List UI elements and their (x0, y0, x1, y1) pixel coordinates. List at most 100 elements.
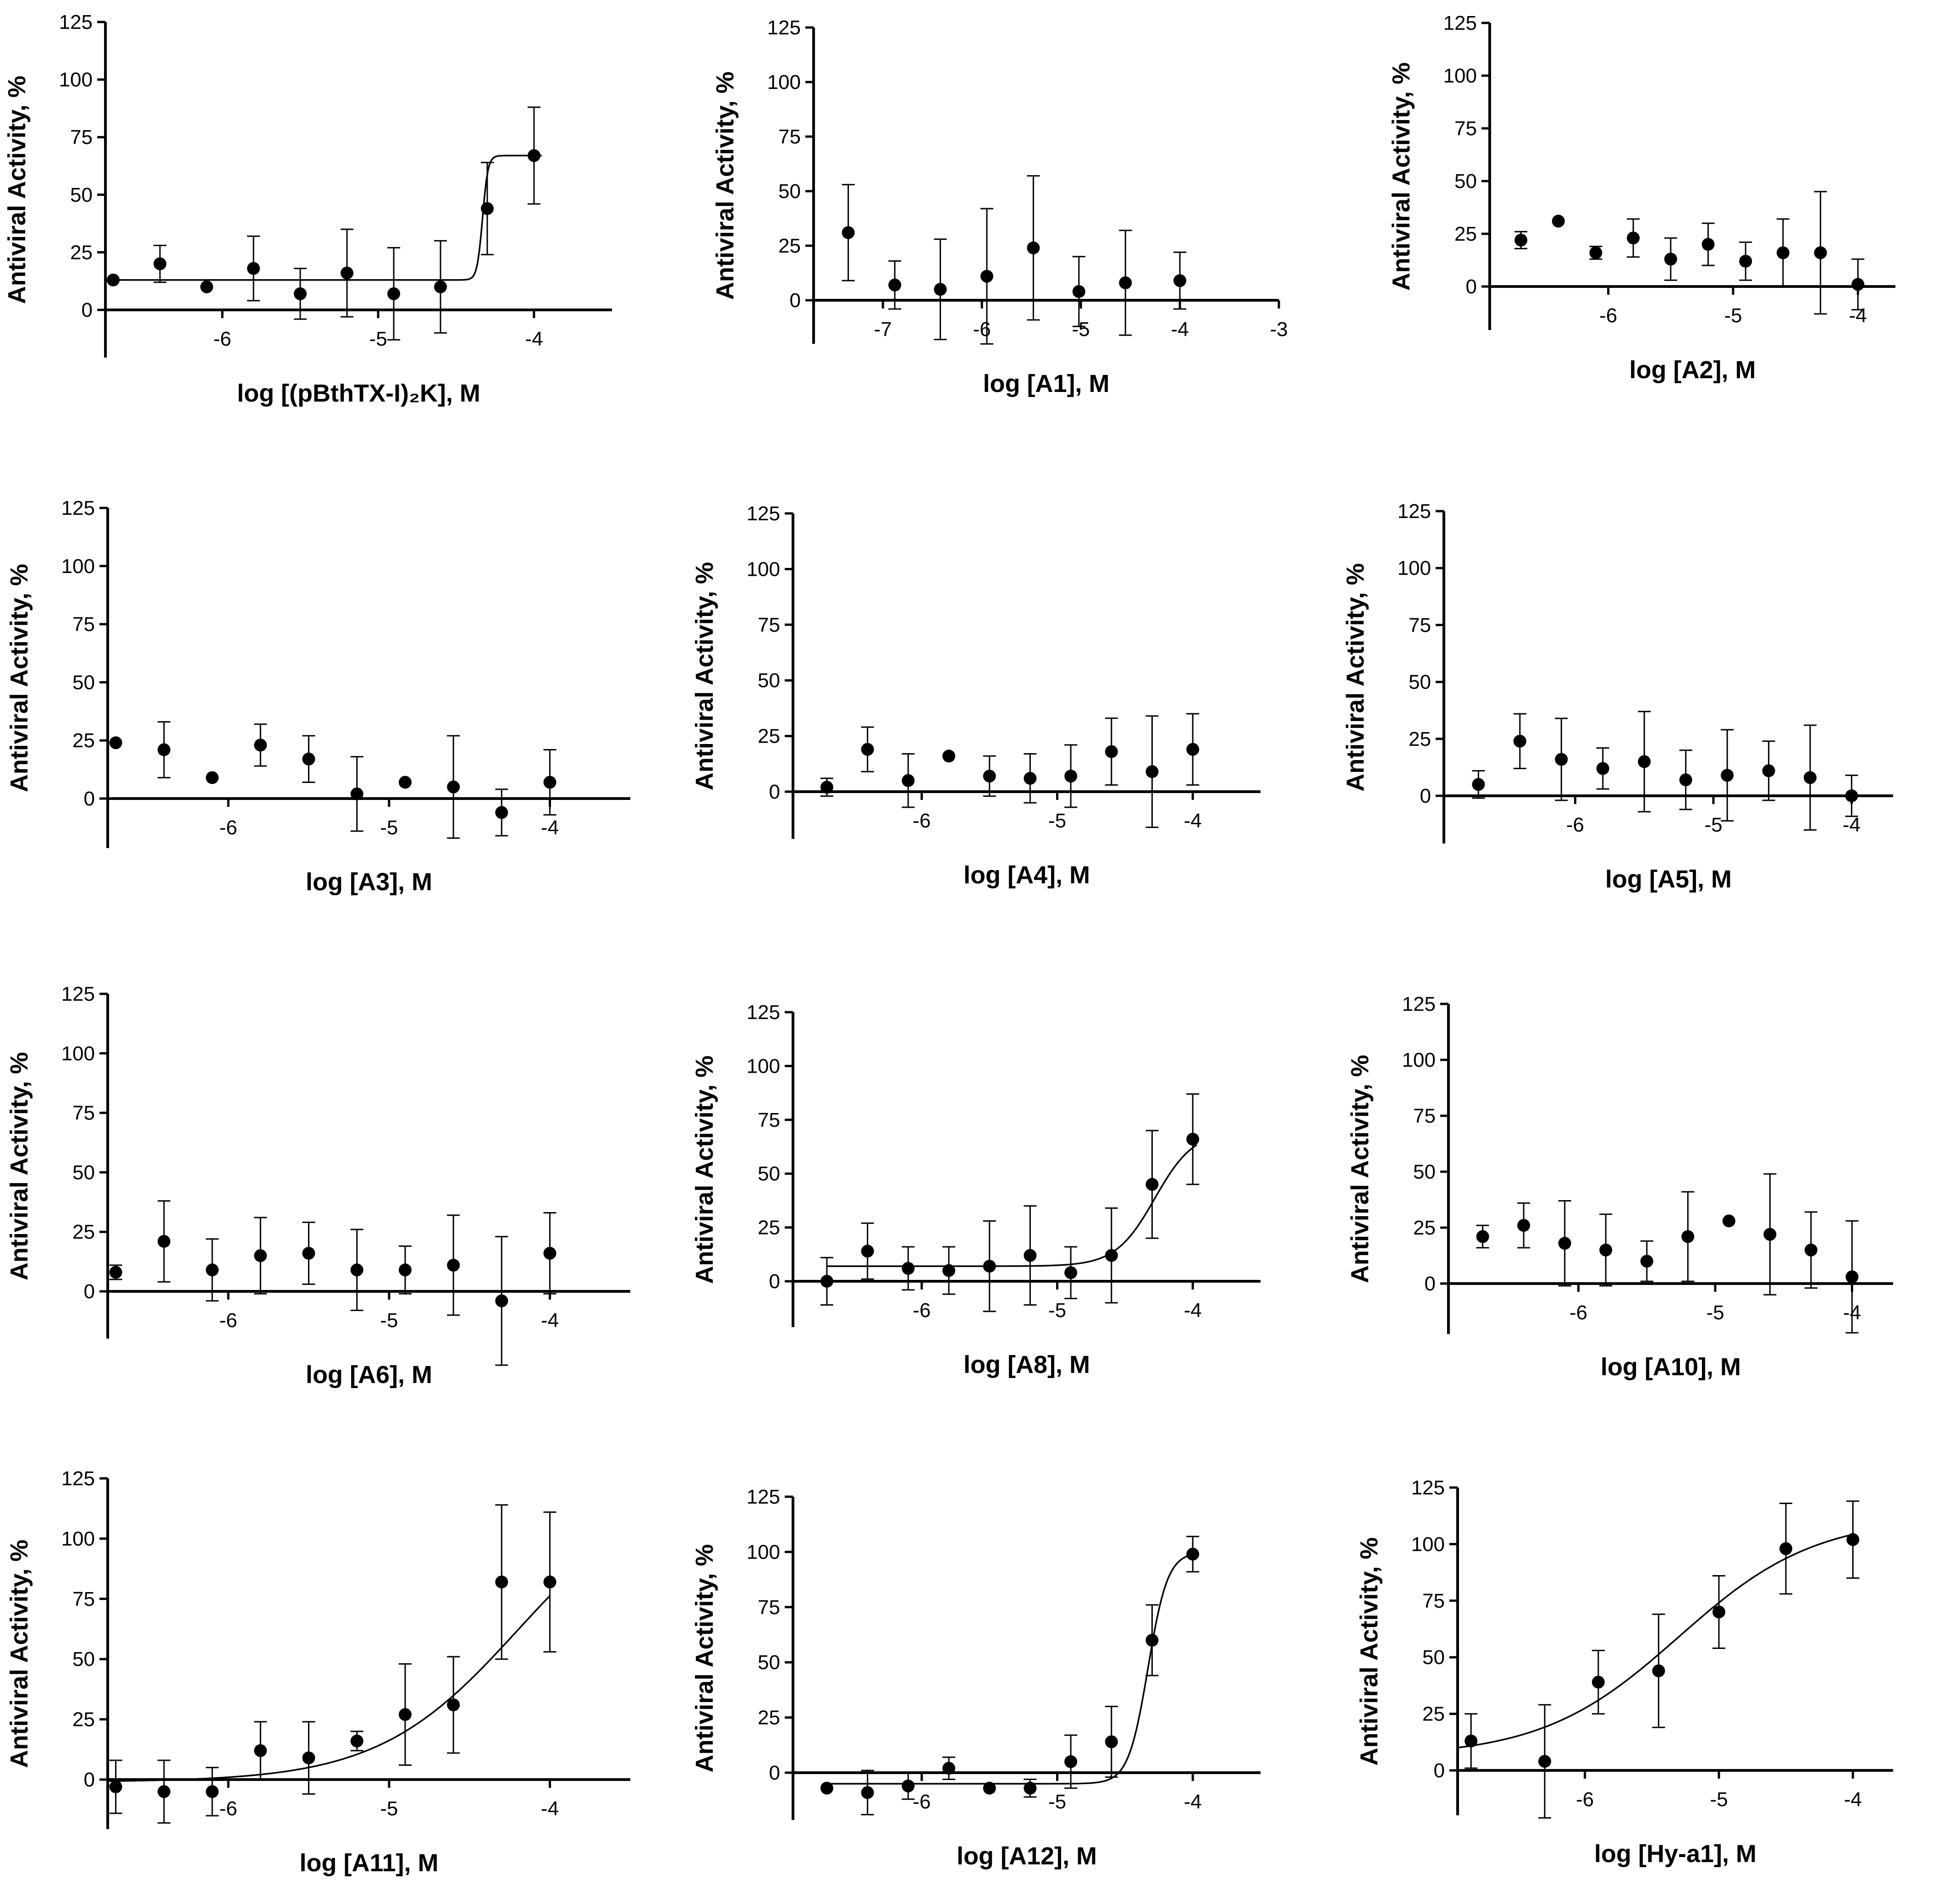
data-point (1538, 1755, 1551, 1768)
y-tick-label: 25 (758, 1217, 780, 1239)
y-tick-label: 125 (1411, 1477, 1445, 1499)
chart-panel-a6: 0 25 50 75 100 125 -6 -5 -4 Antiviral Activity, %… (6, 983, 630, 1389)
x-tick-label: -4 (1184, 1791, 1202, 1813)
data-point (888, 278, 902, 292)
y-axis-label: Antiviral Activity, % (691, 562, 718, 790)
y-tick-label: 125 (61, 983, 95, 1005)
x-tick-label: -5 (1706, 1301, 1724, 1324)
y-tick-label: 125 (747, 502, 780, 525)
y-tick-label: 0 (769, 781, 780, 803)
y-tick-label: 25 (778, 235, 801, 257)
y-tick-label: 100 (59, 69, 93, 91)
y-tick-label: 50 (70, 184, 93, 206)
y-tick-label: 0 (82, 299, 93, 321)
data-point (109, 1266, 122, 1279)
y-tick-label: 125 (747, 1486, 780, 1508)
data-point (1145, 765, 1159, 778)
y-tick-label: 25 (758, 1707, 780, 1729)
y-tick-label: 75 (1409, 614, 1431, 636)
data-point (254, 739, 267, 752)
data-point (1105, 745, 1118, 758)
y-tick-label: 100 (1411, 1533, 1445, 1555)
data-point (1846, 1533, 1860, 1546)
y-tick-label: 0 (84, 1769, 95, 1791)
data-point (109, 1780, 122, 1793)
data-point (398, 776, 412, 789)
data-point (543, 1576, 556, 1589)
data-point (109, 736, 122, 750)
x-tick-label: -4 (541, 1309, 559, 1332)
data-point (387, 287, 400, 300)
x-axis-label: log [A11], M (299, 1849, 438, 1877)
y-axis-label: Antiviral Activity, % (1387, 62, 1415, 291)
y-tick-label: 25 (72, 729, 95, 752)
y-tick-label: 50 (72, 1161, 95, 1184)
data-point (1514, 233, 1528, 247)
y-tick-label: 125 (767, 17, 801, 39)
x-axis-label: log [Hy-a1], M (1594, 1840, 1756, 1868)
data-point (1851, 278, 1865, 291)
x-tick-label: -5 (1048, 1299, 1066, 1322)
data-point (447, 780, 460, 794)
data-point (1591, 1676, 1605, 1689)
x-tick-label: -7 (874, 318, 892, 341)
data-point (302, 1751, 315, 1764)
data-point (1024, 1781, 1037, 1795)
data-point (294, 287, 307, 300)
data-point (247, 262, 260, 275)
y-tick-label: 125 (1443, 12, 1477, 34)
data-point (157, 1235, 171, 1248)
y-tick-label: 0 (84, 788, 95, 810)
data-point (1739, 254, 1752, 268)
data-point (1173, 274, 1187, 287)
data-point (107, 273, 120, 287)
data-point (861, 1786, 874, 1799)
data-point (1638, 755, 1651, 768)
data-point (1105, 1249, 1118, 1262)
data-point (302, 1246, 315, 1260)
y-tick-label: 125 (59, 11, 93, 33)
x-tick-label: -5 (369, 328, 387, 350)
y-tick-label: 100 (61, 555, 95, 578)
y-tick-label: 25 (1409, 728, 1431, 750)
data-point (398, 1708, 412, 1721)
data-point (942, 1762, 955, 1775)
x-tick-label: -6 (913, 1791, 930, 1813)
data-point (1555, 753, 1568, 766)
x-tick-label: -4 (525, 328, 543, 350)
x-tick-label: -5 (1704, 814, 1722, 836)
x-tick-label: -5 (1048, 810, 1066, 832)
y-axis-label: Antiviral Activity, % (711, 72, 739, 300)
y-tick-label: 50 (778, 180, 801, 203)
data-point (1627, 231, 1640, 245)
y-tick-label: 125 (1398, 500, 1431, 523)
x-tick-label: -6 (1576, 1788, 1594, 1811)
y-tick-label: 0 (1425, 1273, 1436, 1295)
x-axis-label: log [A10], M (1601, 1353, 1741, 1381)
chart-panel-a3: 0 25 50 75 100 125 -6 -5 -4 Antiviral Activity, %… (6, 497, 630, 896)
y-axis-label: Antiviral Activity, % (6, 1052, 33, 1280)
data-point (1814, 246, 1827, 259)
x-tick-label: -6 (220, 1309, 237, 1332)
data-point (1119, 276, 1132, 289)
data-point (1064, 770, 1078, 783)
chart-panel-pbthtx: 0 25 50 75 100 125 -6 -5 -4 Antiviral Activity, %… (3, 11, 612, 407)
x-axis-label: log [A12], M (957, 1842, 1097, 1870)
chart-panel-a12: 0 25 50 75 100 125 -6 -5 -4 Antiviral Activity, %… (691, 1486, 1261, 1870)
x-axis-label: log [A6], M (306, 1361, 432, 1389)
fit-curve (107, 1595, 551, 1782)
y-tick-label: 50 (72, 1648, 95, 1670)
data-point (1845, 789, 1858, 802)
data-point (495, 806, 508, 819)
data-point (1517, 1219, 1531, 1232)
data-point (1186, 743, 1200, 756)
x-tick-label: -5 (1048, 1791, 1066, 1813)
y-tick-label: 100 (61, 1042, 95, 1065)
data-point (1145, 1178, 1159, 1191)
data-point (902, 774, 915, 787)
x-tick-label: -5 (380, 1797, 398, 1820)
x-tick-label: -6 (1599, 304, 1617, 327)
x-tick-label: -4 (1184, 810, 1202, 832)
y-tick-label: 75 (778, 126, 801, 148)
